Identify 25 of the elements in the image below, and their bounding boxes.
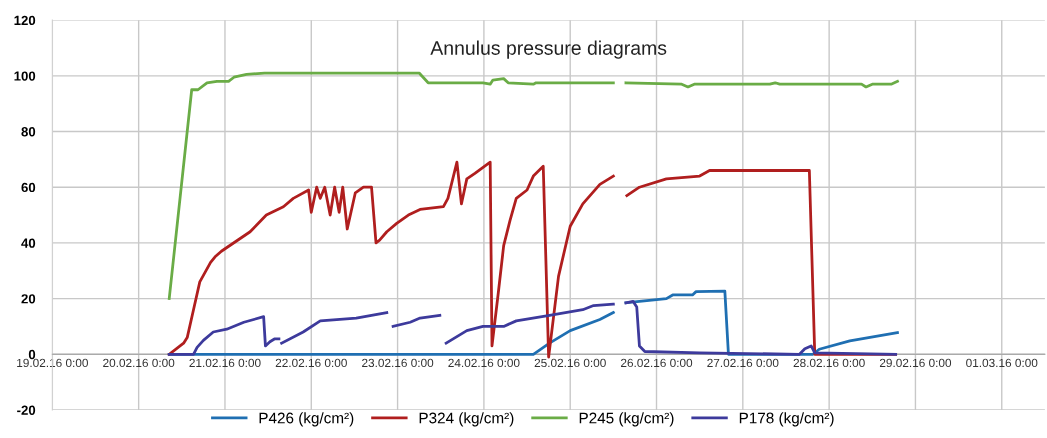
legend-label: P324 (kg/cm²)	[419, 412, 514, 427]
x-tick-label: 01.03.16 0:00	[966, 358, 1038, 368]
y-tick-label: 100	[14, 71, 36, 81]
x-tick-label: 26.02.16 0:00	[621, 358, 693, 368]
x-tick-label: 19.02.16 0:00	[17, 358, 88, 368]
x-tick-label: 23.02.16 0:00	[362, 358, 434, 368]
text: Annulus pressure diagrams	[430, 40, 667, 59]
legend-label: P426 (kg/cm²)	[259, 412, 354, 427]
legend-label: P178 (kg/cm²)	[739, 412, 834, 427]
x-tick-label: 28.02.16 0:00	[793, 358, 865, 368]
x-tick-label: 27.02.16 0:00	[707, 358, 779, 368]
y-tick-label: 0	[28, 349, 36, 360]
y-tick-label: 20	[21, 294, 36, 304]
x-tick-label: 20.02.16 0:00	[103, 358, 175, 368]
y-tick-label: 60	[21, 182, 36, 193]
x-tick-label: 25.02.16 0:00	[534, 358, 606, 368]
y-tick-label: -20	[17, 405, 36, 415]
x-tick-label: 22.02.16 0:00	[275, 358, 347, 368]
x-tick-label: 21.02.16 0:00	[189, 358, 261, 368]
legend-label: P245 (kg/cm²)	[579, 412, 674, 427]
x-tick-label: 29.02.16 0:00	[879, 358, 952, 368]
x-tick-label: 24.02.16 0:00	[448, 358, 520, 368]
y-tick-label: 120	[14, 15, 36, 26]
y-tick-label: 40	[21, 238, 36, 248]
y-tick-label: 80	[21, 127, 36, 137]
